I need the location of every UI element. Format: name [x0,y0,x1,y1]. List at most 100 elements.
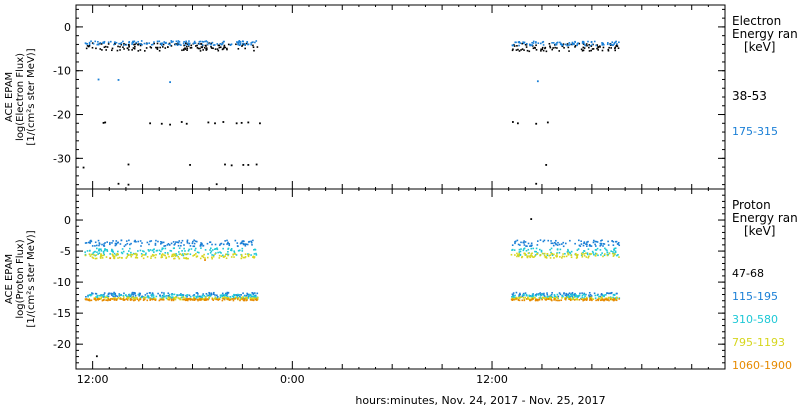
point-electron-175-315 [569,43,572,46]
point-electron-175-315 [199,40,202,43]
point-proton-115-195 [573,294,576,296]
point-electron-38-53 [185,42,187,45]
point-proton-310-580 [230,249,233,252]
point-proton-115-195 [172,241,175,243]
point-proton-310-580 [229,295,232,298]
point-electron-38-53 [199,47,201,50]
point-proton-115-195 [141,242,143,244]
point-proton-795-1193 [180,254,183,256]
point-proton-115-195 [114,244,117,247]
point-proton-310-580 [151,297,153,300]
point-electron-175-315 [148,42,151,44]
point-electron-38-53 [601,49,604,52]
point-electron-38-53 [546,121,549,124]
point-electron-175-315 [244,43,246,45]
point-proton-795-1193 [100,297,102,300]
point-proton-1060-1900 [218,298,221,301]
y-tick-label-proton: -5 [60,245,71,258]
point-proton-795-1193 [220,255,223,257]
point-proton-115-195 [543,292,545,295]
point-proton-310-580 [158,249,161,252]
point-proton-310-580 [176,294,178,296]
point-proton-795-1193 [510,253,513,256]
point-electron-175-315 [193,42,196,44]
point-electron-38-53 [101,49,103,51]
point-proton-795-1193 [199,257,202,260]
point-electron-175-315 [161,42,164,45]
point-proton-115-195 [579,245,582,247]
point-proton-115-195 [590,245,593,247]
point-electron-38-53 [133,47,136,50]
point-electron-38-53 [161,46,164,48]
point-proton-115-195 [183,244,185,246]
point-proton-795-1193 [196,255,199,258]
point-proton-1060-1900 [172,298,174,301]
point-proton-310-580 [145,252,147,255]
point-proton-115-195 [113,291,115,294]
point-proton-310-580 [576,249,579,251]
point-proton-795-1193 [174,298,177,301]
point-electron-38-53 [556,47,558,49]
point-electron-175-315 [103,40,106,43]
point-proton-310-580 [161,297,163,299]
point-proton-115-195 [139,240,142,242]
point-electron-38-53 [205,45,207,47]
point-proton-310-580 [106,250,109,252]
point-proton-795-1193 [111,254,114,256]
point-proton-795-1193 [116,253,118,255]
point-electron-38-53 [187,45,190,47]
point-proton-310-580 [253,253,256,255]
point-electron-38-53 [571,43,573,46]
point-electron-38-53 [128,45,130,48]
point-electron-38-53 [568,50,570,52]
point-proton-310-580 [110,250,113,252]
point-proton-115-195 [98,243,101,245]
point-electron-175-315 [564,43,567,46]
point-proton-795-1193 [181,298,184,301]
point-proton-310-580 [612,294,615,296]
point-electron-38-53 [516,122,519,125]
point-proton-310-580 [519,253,522,256]
point-proton-795-1193 [153,254,155,257]
point-proton-115-195 [120,239,123,242]
point-proton-115-195 [166,244,169,246]
point-electron-38-53 [218,44,221,47]
point-proton-795-1193 [588,252,591,255]
point-proton-115-195 [514,240,517,243]
point-proton-1060-1900 [243,298,246,300]
point-electron-38-53 [162,43,165,46]
point-proton-115-195 [550,293,553,296]
point-proton-310-580 [214,248,217,250]
point-proton-1060-1900 [609,298,612,301]
point-proton-115-195 [564,294,567,297]
point-electron-175-315 [583,42,585,44]
point-electron-175-315 [194,42,197,44]
point-proton-310-580 [535,294,538,297]
point-proton-310-580 [600,254,602,256]
point-proton-795-1193 [557,297,559,300]
point-proton-795-1193 [104,296,106,299]
point-electron-175-315 [561,44,563,47]
point-proton-310-580 [248,293,251,296]
point-proton-115-195 [94,245,96,247]
point-electron-38-53 [242,164,245,166]
point-proton-310-580 [187,250,190,252]
point-electron-175-315 [250,42,252,44]
point-proton-795-1193 [253,297,256,300]
point-proton-115-195 [522,292,525,295]
point-proton-115-195 [588,294,590,297]
point-proton-1060-1900 [154,299,156,301]
point-proton-310-580 [196,295,199,297]
point-proton-310-580 [179,293,181,296]
point-proton-310-580 [575,295,577,297]
point-electron-38-53 [588,46,590,49]
point-proton-115-195 [602,245,604,247]
point-proton-115-195 [250,241,253,244]
point-electron-38-53 [149,46,152,48]
point-proton-115-195 [610,292,612,295]
point-proton-310-580 [567,248,569,251]
point-proton-310-580 [166,252,169,254]
point-electron-38-53 [240,121,243,124]
point-proton-795-1193 [227,297,229,299]
point-proton-1060-1900 [603,299,606,302]
